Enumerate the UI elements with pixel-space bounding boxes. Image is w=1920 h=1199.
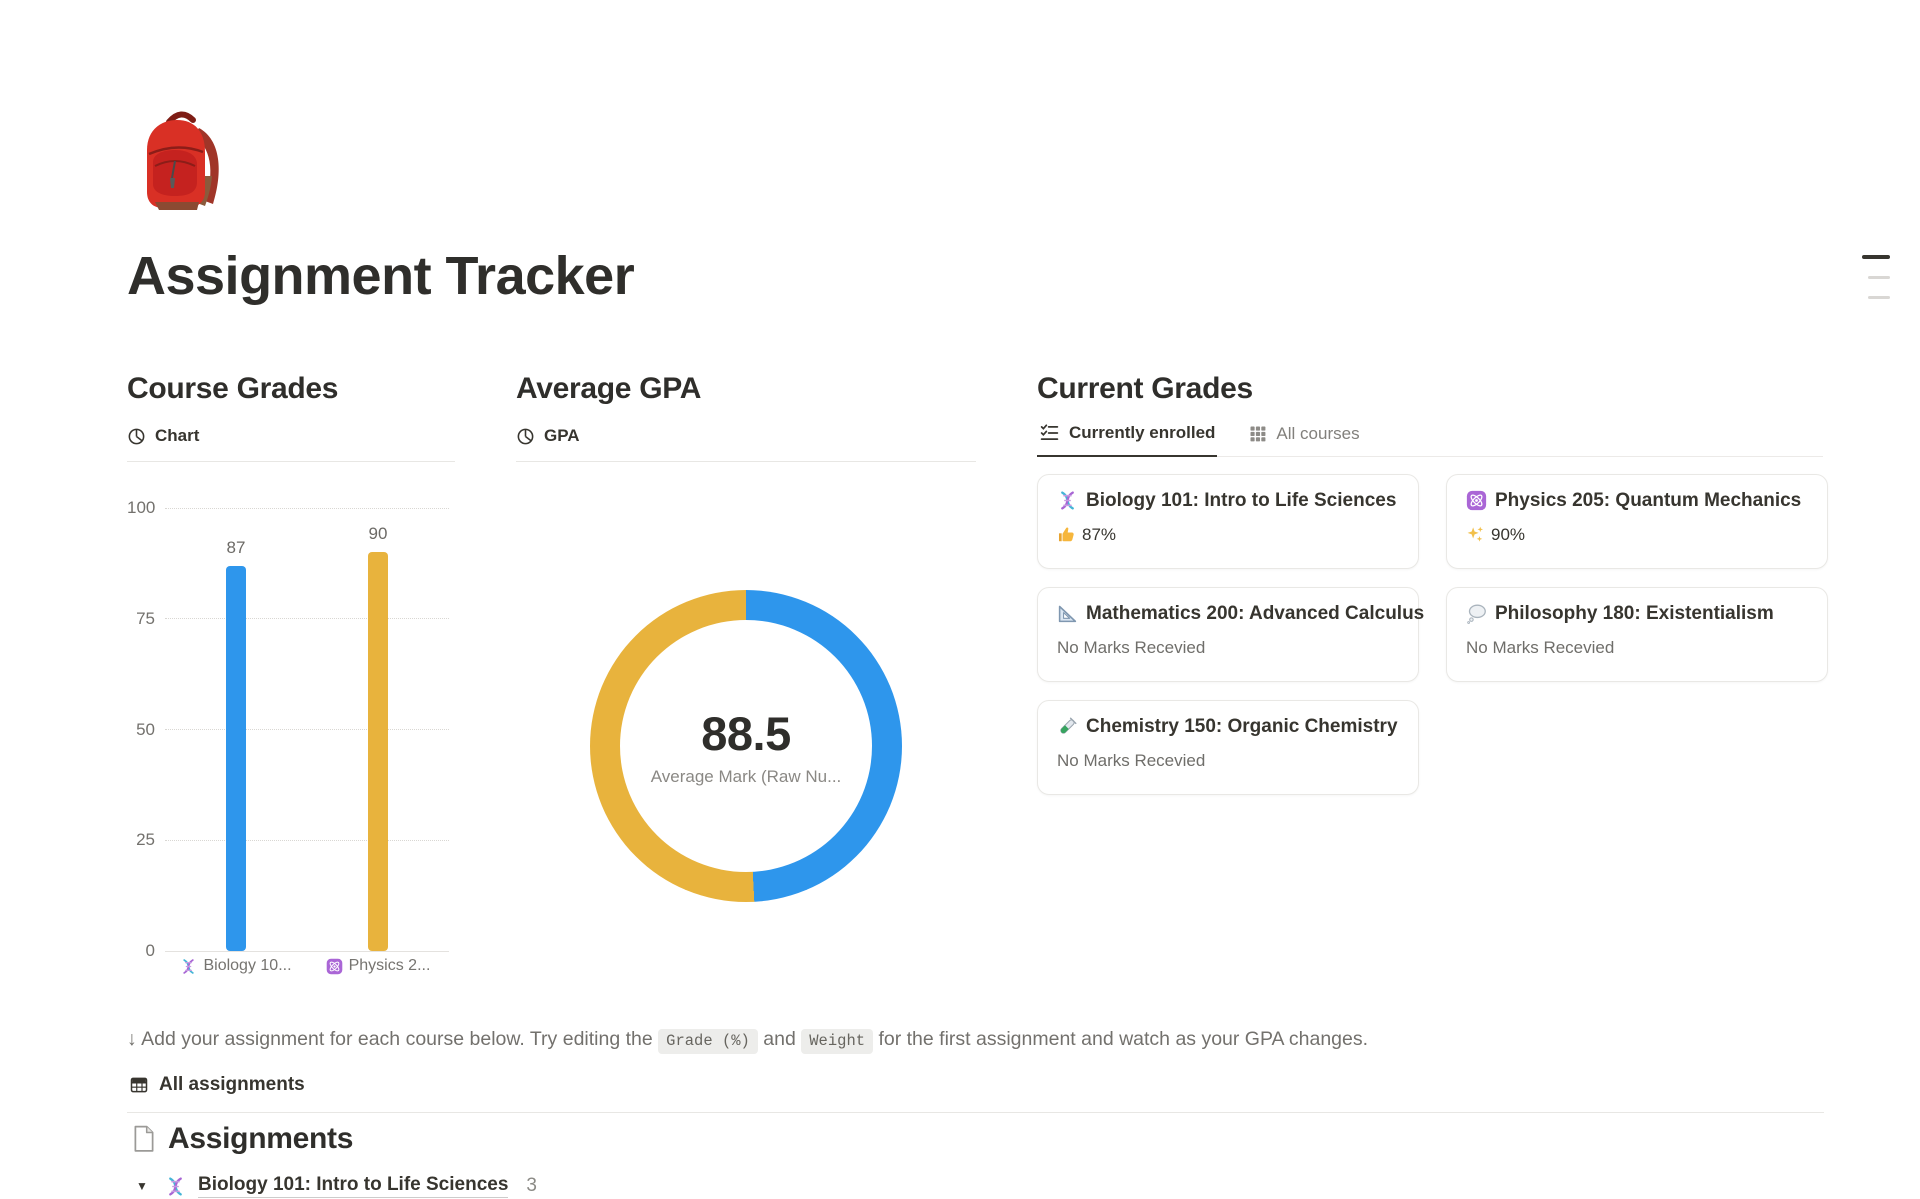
course-card-biology[interactable]: Biology 101: Intro to Life Sciences 87% (1037, 473, 1419, 569)
gpa-value: 88.5 (701, 706, 791, 760)
gpa-label: Average Mark (Raw Nu... (650, 766, 842, 786)
triangular-ruler-icon (1057, 603, 1078, 624)
bar-physics (368, 552, 388, 951)
course-cards-grid: Biology 101: Intro to Life Sciences 87% … (1037, 473, 1828, 795)
atom-icon (1466, 490, 1487, 511)
instruction-text: ↓ Add your assignment for each course be… (127, 1028, 1727, 1054)
x-axis-label: Biology 10... (203, 957, 292, 974)
tab-label: Currently enrolled (1069, 422, 1216, 442)
course-card-grade: No Marks Recevied (1466, 637, 1615, 657)
tab-currently-enrolled[interactable]: Currently enrolled (1037, 414, 1218, 457)
y-tick: 25 (136, 830, 155, 850)
tab-all-courses[interactable]: All courses (1247, 416, 1361, 456)
course-grades-section: Course Grades Chart 100 75 50 25 0 87 90 (127, 372, 455, 974)
course-card-grade: No Marks Recevied (1057, 637, 1206, 657)
course-item-count: 3 (526, 1175, 537, 1196)
page-icon (131, 1125, 157, 1153)
weight-code-chip: Weight (801, 1029, 874, 1054)
current-grades-heading: Current Grades (1037, 372, 1253, 405)
all-assignments-view-tab[interactable]: All assignments (129, 1074, 305, 1096)
test-tube-icon (1057, 716, 1078, 737)
dna-icon (1057, 490, 1078, 511)
chart-view-tab[interactable]: Chart (127, 422, 455, 450)
pie-chart-icon (127, 427, 146, 446)
chart-view-label: Chart (155, 426, 200, 445)
thought-balloon-icon (1466, 603, 1487, 624)
divider (127, 1112, 1824, 1113)
course-card-title: Philosophy 180: Existentialism (1495, 602, 1774, 624)
backpack-icon[interactable] (133, 106, 233, 218)
course-card-title: Physics 205: Quantum Mechanics (1495, 489, 1802, 511)
y-tick: 0 (145, 941, 155, 960)
gpa-view-tab[interactable]: GPA (516, 422, 976, 450)
x-axis-label: Physics 2... (348, 957, 431, 974)
gpa-donut-ring: 88.5 Average Mark (Raw Nu... (590, 590, 902, 902)
current-grades-section: Current Grades Currently enrolled All co… (1037, 372, 1828, 795)
assignments-heading-text: Assignments (168, 1122, 354, 1155)
divider (127, 461, 455, 462)
toggle-open-icon[interactable]: ▼ (136, 1179, 148, 1193)
course-page-link[interactable]: Biology 101: Intro to Life Sciences (198, 1174, 509, 1198)
course-card-title: Biology 101: Intro to Life Sciences (1086, 489, 1397, 511)
dna-icon (180, 958, 197, 975)
divider (516, 461, 976, 462)
course-grades-bar-chart: 100 75 50 25 0 87 90 (127, 498, 455, 974)
thumbs-up-icon (1057, 525, 1076, 544)
course-grades-heading: Course Grades (127, 372, 339, 405)
course-card-grade: 87% (1082, 524, 1117, 544)
average-gpa-section: Average GPA GPA 88.5 Average Mark (Raw N… (516, 372, 976, 902)
course-toggle-row: ▼ Biology 101: Intro to Life Sciences 3 (131, 1174, 537, 1198)
grid-icon (1249, 425, 1267, 443)
table-icon (129, 1075, 149, 1095)
y-tick: 50 (136, 719, 155, 739)
current-grades-tabs: Currently enrolled All courses (1037, 414, 1823, 457)
gpa-view-label: GPA (544, 426, 580, 445)
course-card-title: Mathematics 200: Advanced Calculus (1086, 602, 1425, 624)
course-card-grade: No Marks Recevied (1057, 750, 1206, 770)
sparkles-icon (1466, 525, 1485, 544)
pie-chart-icon (516, 427, 535, 446)
dna-icon (165, 1176, 186, 1197)
grade-code-chip: Grade (%) (658, 1029, 758, 1054)
tab-label: All courses (1276, 423, 1360, 443)
assignments-heading: Assignments (131, 1122, 353, 1156)
page-title: Assignment Tracker (127, 246, 635, 306)
atom-icon (326, 958, 343, 975)
table-of-contents-widget[interactable] (1862, 255, 1890, 299)
course-card-philosophy[interactable]: Philosophy 180: Existentialism No Marks … (1446, 586, 1828, 682)
bar-value-label: 90 (368, 524, 388, 544)
course-card-title: Chemistry 150: Organic Chemistry (1086, 715, 1398, 737)
bar-value-label: 87 (226, 537, 246, 557)
checklist-icon (1039, 422, 1060, 443)
y-tick: 75 (136, 608, 155, 628)
course-card-physics[interactable]: Physics 205: Quantum Mechanics 90% (1446, 473, 1828, 569)
y-tick: 100 (127, 498, 156, 517)
course-card-mathematics[interactable]: Mathematics 200: Advanced Calculus No Ma… (1037, 586, 1424, 682)
bar-biology (226, 565, 246, 951)
course-card-grade: 90% (1491, 524, 1526, 544)
average-gpa-heading: Average GPA (516, 372, 702, 405)
all-assignments-label: All assignments (159, 1074, 305, 1095)
course-card-chemistry[interactable]: Chemistry 150: Organic Chemistry No Mark… (1037, 699, 1419, 795)
